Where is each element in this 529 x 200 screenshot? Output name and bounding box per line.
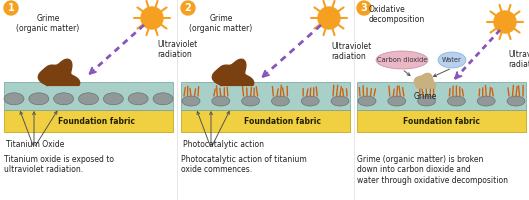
Ellipse shape (53, 93, 74, 105)
Polygon shape (38, 59, 80, 85)
Ellipse shape (507, 96, 525, 106)
Ellipse shape (128, 93, 148, 105)
Ellipse shape (358, 96, 376, 106)
Text: Ultraviolet
radiation: Ultraviolet radiation (508, 50, 529, 69)
Ellipse shape (103, 93, 123, 105)
Ellipse shape (477, 96, 495, 106)
Ellipse shape (448, 96, 466, 106)
Ellipse shape (417, 96, 435, 106)
Ellipse shape (376, 51, 428, 69)
Text: Grime
(organic matter): Grime (organic matter) (16, 14, 80, 33)
Text: Titanium oxide is exposed to
ultraviolet radiation.: Titanium oxide is exposed to ultraviolet… (4, 155, 114, 174)
Text: Grime
(organic matter): Grime (organic matter) (189, 14, 253, 33)
Text: Foundation fabric: Foundation fabric (403, 116, 480, 126)
Text: Ultraviolet
radiation: Ultraviolet radiation (331, 42, 371, 61)
Text: Water: Water (442, 57, 462, 63)
Circle shape (357, 1, 371, 15)
Polygon shape (414, 73, 436, 88)
Circle shape (318, 7, 340, 29)
Text: 1: 1 (7, 3, 14, 13)
Ellipse shape (153, 93, 173, 105)
Bar (357, 82, 526, 110)
Ellipse shape (242, 96, 260, 106)
Ellipse shape (438, 52, 466, 68)
Circle shape (181, 1, 195, 15)
Text: Photocatalytic action of titanium
oxide commences.: Photocatalytic action of titanium oxide … (181, 155, 307, 174)
Ellipse shape (29, 93, 49, 105)
Text: Foundation fabric: Foundation fabric (244, 116, 321, 126)
Ellipse shape (331, 96, 349, 106)
Text: Oxidative
decomposition: Oxidative decomposition (369, 5, 425, 24)
Text: Carbon dioxide: Carbon dioxide (377, 57, 427, 63)
Ellipse shape (4, 93, 24, 105)
Bar (4, 110, 173, 132)
Text: Grime (organic matter) is broken
down into carbon dioxide and
water through oxid: Grime (organic matter) is broken down in… (357, 155, 508, 185)
Circle shape (4, 1, 18, 15)
Ellipse shape (301, 96, 319, 106)
Text: 3: 3 (361, 3, 367, 13)
Ellipse shape (78, 93, 98, 105)
Bar (181, 82, 350, 110)
Text: Foundation fabric: Foundation fabric (58, 116, 135, 126)
Text: Grime: Grime (413, 92, 436, 101)
Ellipse shape (212, 96, 230, 106)
Text: 2: 2 (185, 3, 191, 13)
Bar (357, 110, 526, 132)
Ellipse shape (388, 96, 406, 106)
Bar (181, 110, 350, 132)
Circle shape (141, 7, 163, 29)
Ellipse shape (182, 96, 200, 106)
Ellipse shape (271, 96, 289, 106)
Circle shape (494, 11, 516, 33)
Text: Titanium Oxide: Titanium Oxide (6, 140, 65, 149)
Text: Photocatalytic action: Photocatalytic action (183, 140, 264, 149)
Bar (4, 82, 173, 110)
Polygon shape (212, 59, 254, 85)
Text: Ultraviolet
radiation: Ultraviolet radiation (157, 40, 197, 59)
